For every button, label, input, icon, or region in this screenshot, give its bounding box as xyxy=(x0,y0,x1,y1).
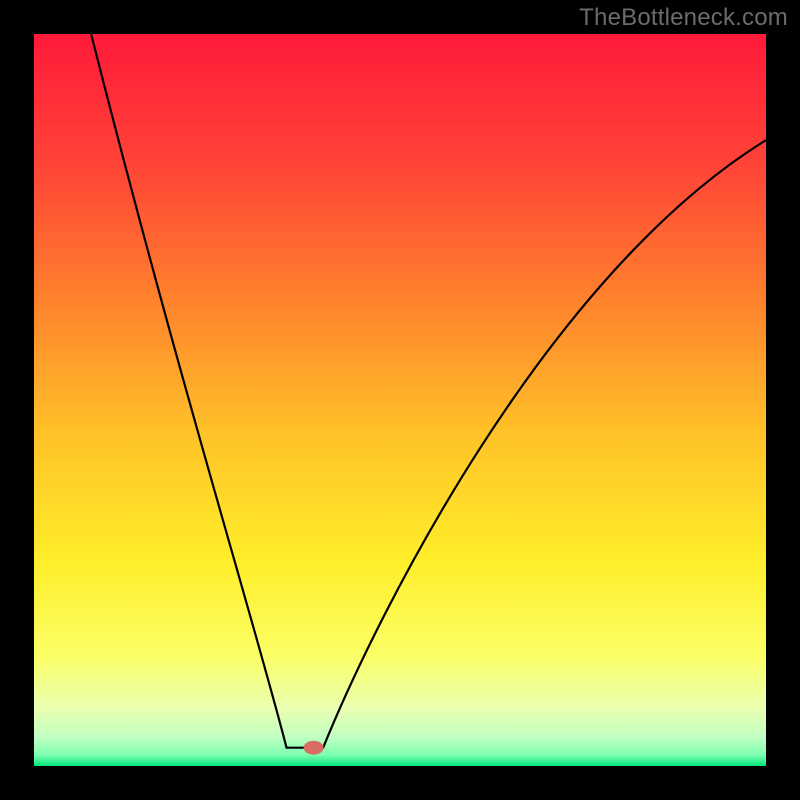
bottleneck-curve xyxy=(34,34,766,766)
chart-canvas: TheBottleneck.com xyxy=(0,0,800,800)
plot-area xyxy=(34,34,766,766)
optimum-marker xyxy=(304,741,324,755)
watermark-text: TheBottleneck.com xyxy=(579,4,788,32)
